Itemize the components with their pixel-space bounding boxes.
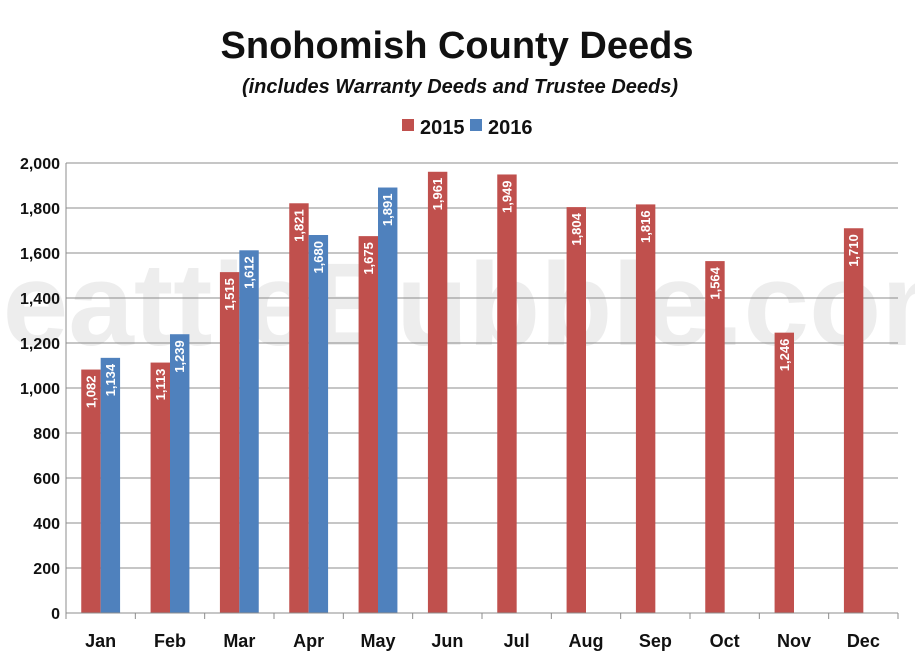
bar-2016-jan (100, 357, 121, 613)
legend: 2015 2016 (402, 117, 533, 139)
chart-subtitle: (includes Warranty Deeds and Trustee Dee… (242, 76, 678, 98)
bar-2015-jun (427, 171, 448, 613)
bar-2015-nov (774, 332, 794, 613)
bar-2016-may (378, 187, 398, 613)
data-label: 1,239 (172, 340, 187, 373)
data-label: 1,515 (222, 278, 237, 311)
bar-2015-apr (289, 203, 309, 613)
bar-2015-may (358, 236, 378, 613)
x-tick-label: Oct (710, 631, 740, 651)
x-axis-categories: Jan Feb Mar Apr May Jun Jul Aug Sep Oct Nov Dec (85, 631, 880, 651)
y-tick-label: 200 (33, 561, 60, 578)
bar-2015-dec (843, 228, 864, 613)
y-tick-label: 800 (33, 426, 60, 443)
gridlines (66, 162, 898, 569)
bars (81, 171, 864, 614)
x-tick-label: Feb (154, 631, 186, 651)
x-tick-label: Dec (847, 631, 880, 651)
x-tick-label: Jul (504, 631, 530, 651)
y-tick-label: 1,000 (20, 381, 60, 398)
y-tick-label: 1,400 (20, 291, 60, 308)
chart-title: Snohomish County Deeds (221, 25, 694, 67)
bar-2015-feb (150, 362, 170, 613)
axes (65, 163, 899, 619)
y-tick-label: 1,800 (20, 201, 60, 218)
y-tick-label: 2,000 (20, 156, 60, 173)
legend-swatch-2015 (402, 119, 414, 131)
x-tick-label: Jun (431, 631, 463, 651)
data-label: 1,113 (153, 369, 168, 401)
bar-2015-jan (81, 369, 101, 613)
y-axis-ticks: 0 200 400 600 800 1,000 1,200 1,400 1,600 1,800 2,… (20, 156, 60, 623)
y-tick-label: 1,200 (20, 336, 60, 353)
data-label: 1,821 (291, 209, 306, 242)
x-tick-label: Nov (777, 631, 811, 651)
data-label: 1,949 (499, 180, 514, 213)
legend-label-2015: 2015 (420, 117, 465, 139)
legend-label-2016: 2016 (488, 117, 533, 139)
x-tick-label: Mar (223, 631, 255, 651)
data-label: 1,246 (777, 339, 792, 372)
data-label: 1,564 (707, 266, 722, 299)
data-label: 1,082 (83, 376, 98, 409)
bar-2015-oct (705, 261, 725, 613)
legend-swatch-2016 (470, 119, 482, 131)
x-tick-label: Jan (85, 631, 116, 651)
data-label: 1,675 (361, 242, 376, 275)
y-tick-label: 400 (33, 516, 60, 533)
x-tick-label: May (360, 631, 395, 651)
bar-2015-mar (219, 272, 240, 613)
data-labels: 1,082 1,134 1,113 1,239 1,515 1,612 1,821 1,680… (83, 178, 861, 408)
watermark: SeattleBubble.com (0, 239, 915, 371)
bar-2016-feb (170, 334, 190, 613)
bar-2016-apr (308, 235, 329, 613)
y-tick-label: 600 (33, 471, 60, 488)
data-label: 1,134 (103, 363, 118, 396)
bar-2015-aug (566, 207, 586, 613)
data-label: 1,804 (569, 212, 584, 245)
data-label: 1,680 (311, 241, 326, 274)
bar-2015-sep (635, 204, 656, 613)
data-label: 1,710 (846, 234, 861, 267)
data-label: 1,891 (380, 194, 395, 227)
x-tick-label: Apr (293, 631, 324, 651)
x-tick-label: Aug (569, 631, 604, 651)
bar-2016-mar (239, 250, 259, 614)
data-label: 1,612 (242, 256, 257, 289)
bar-2015-jul (497, 174, 517, 613)
y-tick-label: 1,600 (20, 246, 60, 263)
data-label: 1,816 (638, 210, 653, 243)
y-tick-label: 0 (51, 606, 60, 623)
x-tick-label: Sep (639, 631, 672, 651)
data-label: 1,961 (430, 178, 445, 211)
